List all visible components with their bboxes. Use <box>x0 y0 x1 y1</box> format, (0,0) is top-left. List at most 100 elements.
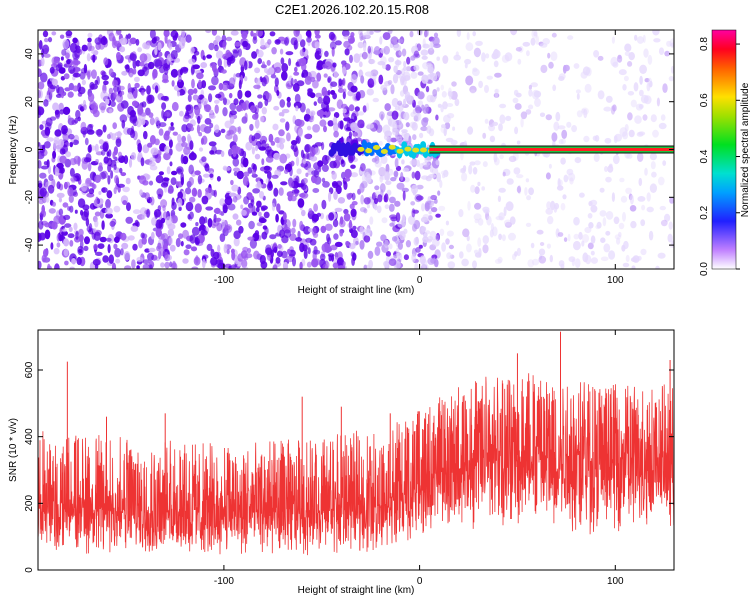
spectrogram-cell <box>593 50 600 58</box>
spectrogram-cell <box>445 238 450 245</box>
spectrogram-cell <box>428 215 433 221</box>
spectrogram-cell <box>201 258 206 269</box>
spectrogram-cell <box>147 142 153 148</box>
spectrogram-cell <box>63 248 69 257</box>
spectrogram-cell <box>317 96 324 104</box>
spectrogram-cell <box>105 207 113 215</box>
spectrogram-cell <box>499 154 504 160</box>
spectrogram-cell <box>316 212 322 217</box>
spectrogram-cell <box>92 184 97 189</box>
spectrogram-cell <box>481 186 486 191</box>
spectrogram-cell <box>660 114 666 121</box>
spectrogram-cell <box>38 68 41 76</box>
spectrogram-cell <box>378 166 386 177</box>
spectrogram-cell <box>132 59 137 70</box>
spectrogram-cell <box>473 47 481 58</box>
spectrogram-cell <box>194 237 200 246</box>
spectrogram-cell <box>441 124 446 129</box>
spectrogram-cell <box>421 74 429 84</box>
signal-blob <box>404 146 412 152</box>
spectrogram-cell <box>65 52 70 59</box>
spectrogram-cell <box>52 102 60 111</box>
spectrogram-cell <box>208 141 217 147</box>
spectrogram-cell <box>121 242 129 250</box>
spectrogram-cell <box>114 175 119 184</box>
spectrogram-cell <box>430 207 438 213</box>
spectrogram-cell <box>421 117 428 127</box>
spectrogram-cell <box>490 223 494 232</box>
spectrogram-cell <box>600 256 609 262</box>
spectrogram-cell <box>124 265 132 269</box>
spectrogram-cell <box>306 36 312 43</box>
spectrogram-cell <box>59 34 65 39</box>
spectrogram-cell <box>256 49 264 58</box>
spectrogram-cell <box>451 81 457 87</box>
spectrogram-cell <box>339 230 344 237</box>
spectrogram-cell <box>186 123 194 129</box>
spectrogram-cell <box>144 192 150 200</box>
spectrogram-cell <box>242 101 247 111</box>
spectrogram-cell <box>323 125 327 133</box>
spectrogram-cell <box>639 75 643 85</box>
spectrogram-cell <box>415 247 421 253</box>
spectrogram-cell <box>658 122 667 130</box>
spectrogram-cell <box>324 243 332 254</box>
spectrogram-cell <box>108 254 115 264</box>
spectrogram-cell <box>285 51 294 56</box>
spectrogram-cell <box>112 79 118 88</box>
spectrogram-cell <box>108 32 115 42</box>
spectrogram-cell <box>254 230 260 237</box>
spectrogram-cell <box>379 36 383 45</box>
spectrogram-cell <box>135 38 140 46</box>
spectrogram-cell <box>662 83 668 93</box>
spectrogram-cell <box>101 220 105 231</box>
spectrogram-cell <box>116 30 122 35</box>
spectrogram-cell <box>667 233 673 243</box>
spectrogram-cell <box>93 243 99 250</box>
spectrogram-cell <box>96 75 100 86</box>
snr-x-axis: -100 0 100 <box>214 330 624 587</box>
spectrogram-cell <box>365 228 371 236</box>
spectrogram-cell <box>148 264 153 269</box>
spectrogram-cell <box>592 135 598 141</box>
spectrogram-cell <box>255 78 261 86</box>
spectrogram-cell <box>222 40 227 50</box>
spectrogram-panel: -100 0 100 -40 -20 0 20 40 Height of straight … <box>8 29 675 296</box>
snr-y-axis: 0 200 400 600 <box>24 361 674 573</box>
spectrogram-cell <box>401 214 406 223</box>
spectrogram-cell <box>130 152 137 161</box>
spectrogram-cell <box>321 164 329 173</box>
spectrogram-cell <box>54 109 60 115</box>
spectrogram-cell <box>167 223 176 230</box>
spectrogram-cell <box>525 222 532 227</box>
spectrogram-cell <box>211 190 216 196</box>
spectrogram-cell <box>204 118 212 125</box>
spectrogram-cell <box>394 171 398 180</box>
spectrogram-cell <box>639 89 644 97</box>
spectrogram-cell <box>139 189 143 196</box>
spectrogram-cell <box>142 259 150 265</box>
spectrogram-cell <box>637 255 642 261</box>
spectrogram-cell <box>237 89 243 100</box>
spectrogram-cell <box>237 253 244 262</box>
spectrogram-cell <box>119 37 128 45</box>
spectrogram-cell <box>639 64 647 75</box>
spectrogram-cell <box>106 237 112 242</box>
spectrogram-cell <box>339 216 344 225</box>
spectrogram-cell <box>258 216 265 223</box>
spectrogram-cell <box>403 98 406 107</box>
spectrogram-cell <box>466 243 472 253</box>
spectrogram-cell <box>397 221 406 228</box>
spectrogram-cell <box>398 118 402 128</box>
spectrogram-cell <box>343 35 351 40</box>
spectrogram-cell <box>168 126 172 134</box>
spectrogram-cell <box>94 174 101 183</box>
spectrogram-cell <box>473 249 479 254</box>
spectrogram-cell <box>136 265 140 269</box>
spectrogram-cell <box>182 229 190 239</box>
spectrogram-cell <box>312 188 320 193</box>
spectrogram-cell <box>508 232 516 241</box>
spectrogram-cell <box>172 131 178 136</box>
spectrogram-cell <box>153 209 162 218</box>
spectrogram-cell <box>101 71 107 78</box>
